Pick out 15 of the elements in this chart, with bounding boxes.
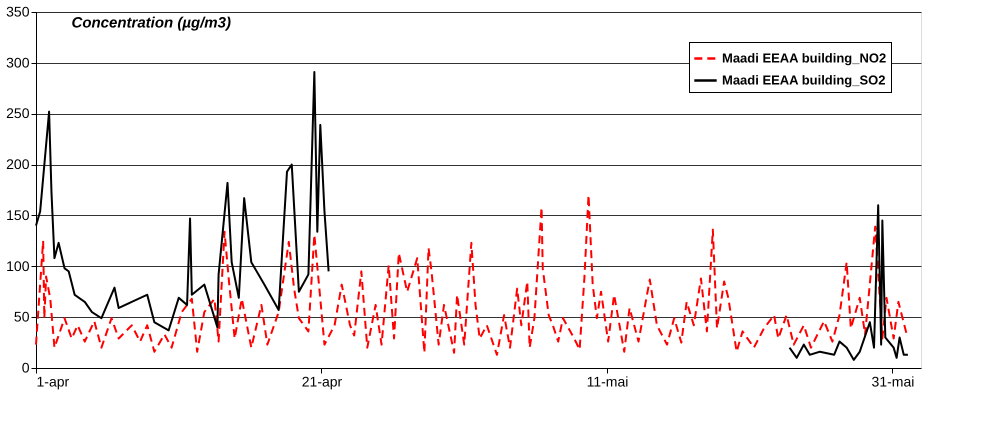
y-tick-label: 200 — [6, 156, 30, 172]
y-tick-label: 350 — [6, 4, 30, 20]
y-tick-label: 0 — [22, 360, 30, 376]
y-axis-title: Concentration (µg/m3) — [72, 14, 231, 32]
legend-label: Maadi EEAA building_NO2 — [722, 50, 886, 66]
y-tick-label: 100 — [6, 258, 30, 274]
x-tick-label: 1-apr — [36, 374, 70, 390]
legend-label: Maadi EEAA building_SO2 — [722, 72, 886, 88]
y-tick-label: 150 — [6, 206, 30, 223]
x-tick-label: 21-apr — [302, 374, 343, 390]
y-tick-label: 50 — [14, 308, 30, 325]
y-tick-label: 250 — [6, 105, 30, 122]
x-tick-label: 11-mai — [586, 374, 628, 390]
x-tick-label: 31-mai — [872, 374, 914, 390]
y-tick-label: 300 — [6, 54, 30, 70]
